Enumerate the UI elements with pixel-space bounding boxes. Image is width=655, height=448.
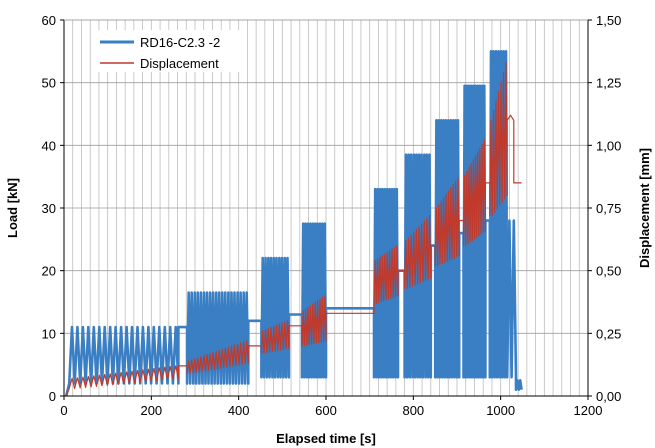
y-right-tick-label: 0,00 <box>596 389 621 404</box>
y-left-tick-label: 30 <box>42 201 56 216</box>
x-axis-title: Elapsed time [s] <box>276 431 376 446</box>
y-left-tick-label: 0 <box>49 389 56 404</box>
series-line-displacement <box>65 62 522 397</box>
y-left-tick-label: 10 <box>42 326 56 341</box>
y-right-tick-label: 1,50 <box>596 13 621 28</box>
x-tick-label: 0 <box>60 403 67 418</box>
legend-label-displacement: Displacement <box>140 56 219 71</box>
legend-background <box>94 30 244 72</box>
y-left-tick-label: 20 <box>42 264 56 279</box>
tick-labels: 0 200 400 600 800 1000 1200 0 10 20 30 40 50 60 0,00 0,… <box>42 13 622 418</box>
x-tick-label: 1200 <box>574 403 603 418</box>
x-tick-label: 200 <box>140 403 162 418</box>
y-right-tick-label: 1,00 <box>596 138 621 153</box>
y-right-tick-label: 0,25 <box>596 326 621 341</box>
y-right-tick-label: 0,50 <box>596 264 621 279</box>
legend: RD16-C2.3 -2 Displacement <box>94 30 244 72</box>
y-left-tick-label: 50 <box>42 76 56 91</box>
y-right-axis-title: Displacement [mm] <box>637 148 652 268</box>
y-left-axis-title: Load [kN] <box>5 178 20 238</box>
y-left-tick-label: 60 <box>42 13 56 28</box>
x-tick-label: 800 <box>402 403 424 418</box>
x-tick-label: 1000 <box>486 403 515 418</box>
y-left-tick-label: 40 <box>42 138 56 153</box>
y-right-tick-label: 0,75 <box>596 201 621 216</box>
series-layer <box>64 50 523 397</box>
legend-label-load: RD16-C2.3 -2 <box>140 35 220 50</box>
x-tick-label: 400 <box>228 403 250 418</box>
x-tick-label: 600 <box>315 403 337 418</box>
y-right-tick-label: 1,25 <box>596 76 621 91</box>
axes <box>60 19 592 400</box>
